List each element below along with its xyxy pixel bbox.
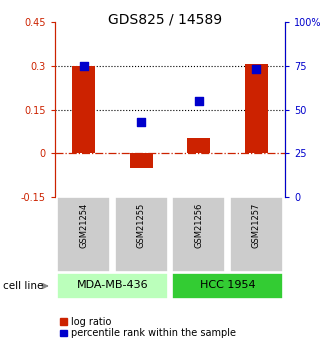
Text: GSM21255: GSM21255 [137,202,146,247]
Bar [172,197,225,272]
Bar [57,273,168,299]
Bar [230,197,283,272]
Legend: log ratio, percentile rank within the sample: log ratio, percentile rank within the sa… [60,317,236,338]
Text: MDA-MB-436: MDA-MB-436 [77,280,148,290]
Text: cell line: cell line [3,281,44,291]
Bar [172,273,283,299]
Bar [72,66,95,153]
Point [196,98,201,104]
Bar [57,197,110,272]
Text: GSM21256: GSM21256 [194,202,203,248]
Point [81,63,86,69]
Point [139,119,144,125]
Bar [115,197,168,272]
Bar [245,64,268,153]
Text: GDS825 / 14589: GDS825 / 14589 [108,12,222,26]
Point [254,67,259,72]
Bar [187,138,210,153]
Text: GSM21257: GSM21257 [252,202,261,248]
Bar [130,153,153,168]
Text: HCC 1954: HCC 1954 [200,280,255,290]
Text: GSM21254: GSM21254 [79,202,88,247]
